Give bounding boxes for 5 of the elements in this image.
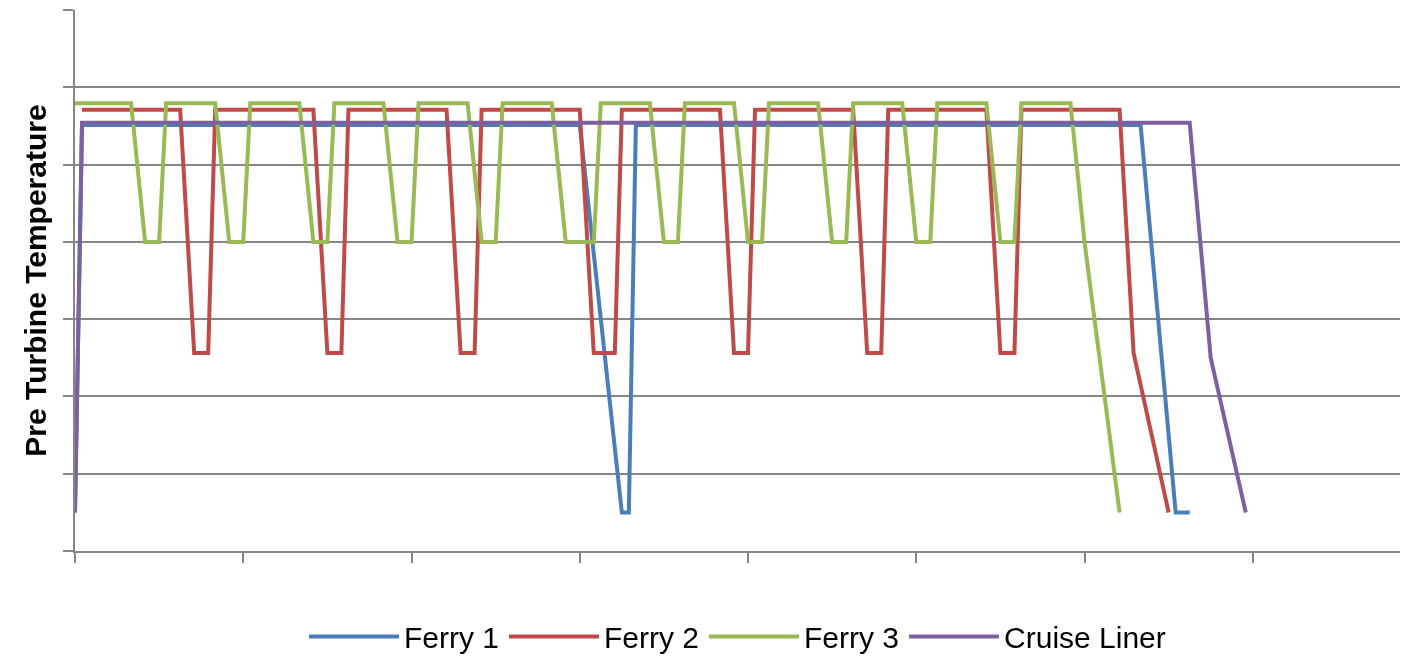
legend-label: Cruise Liner <box>1004 621 1166 655</box>
legend-label: Ferry 3 <box>804 621 900 655</box>
legend-label: Ferry 2 <box>604 621 700 655</box>
y-axis-title: Pre Turbine Temperature <box>18 104 52 457</box>
legend-label: Ferry 1 <box>404 621 500 655</box>
